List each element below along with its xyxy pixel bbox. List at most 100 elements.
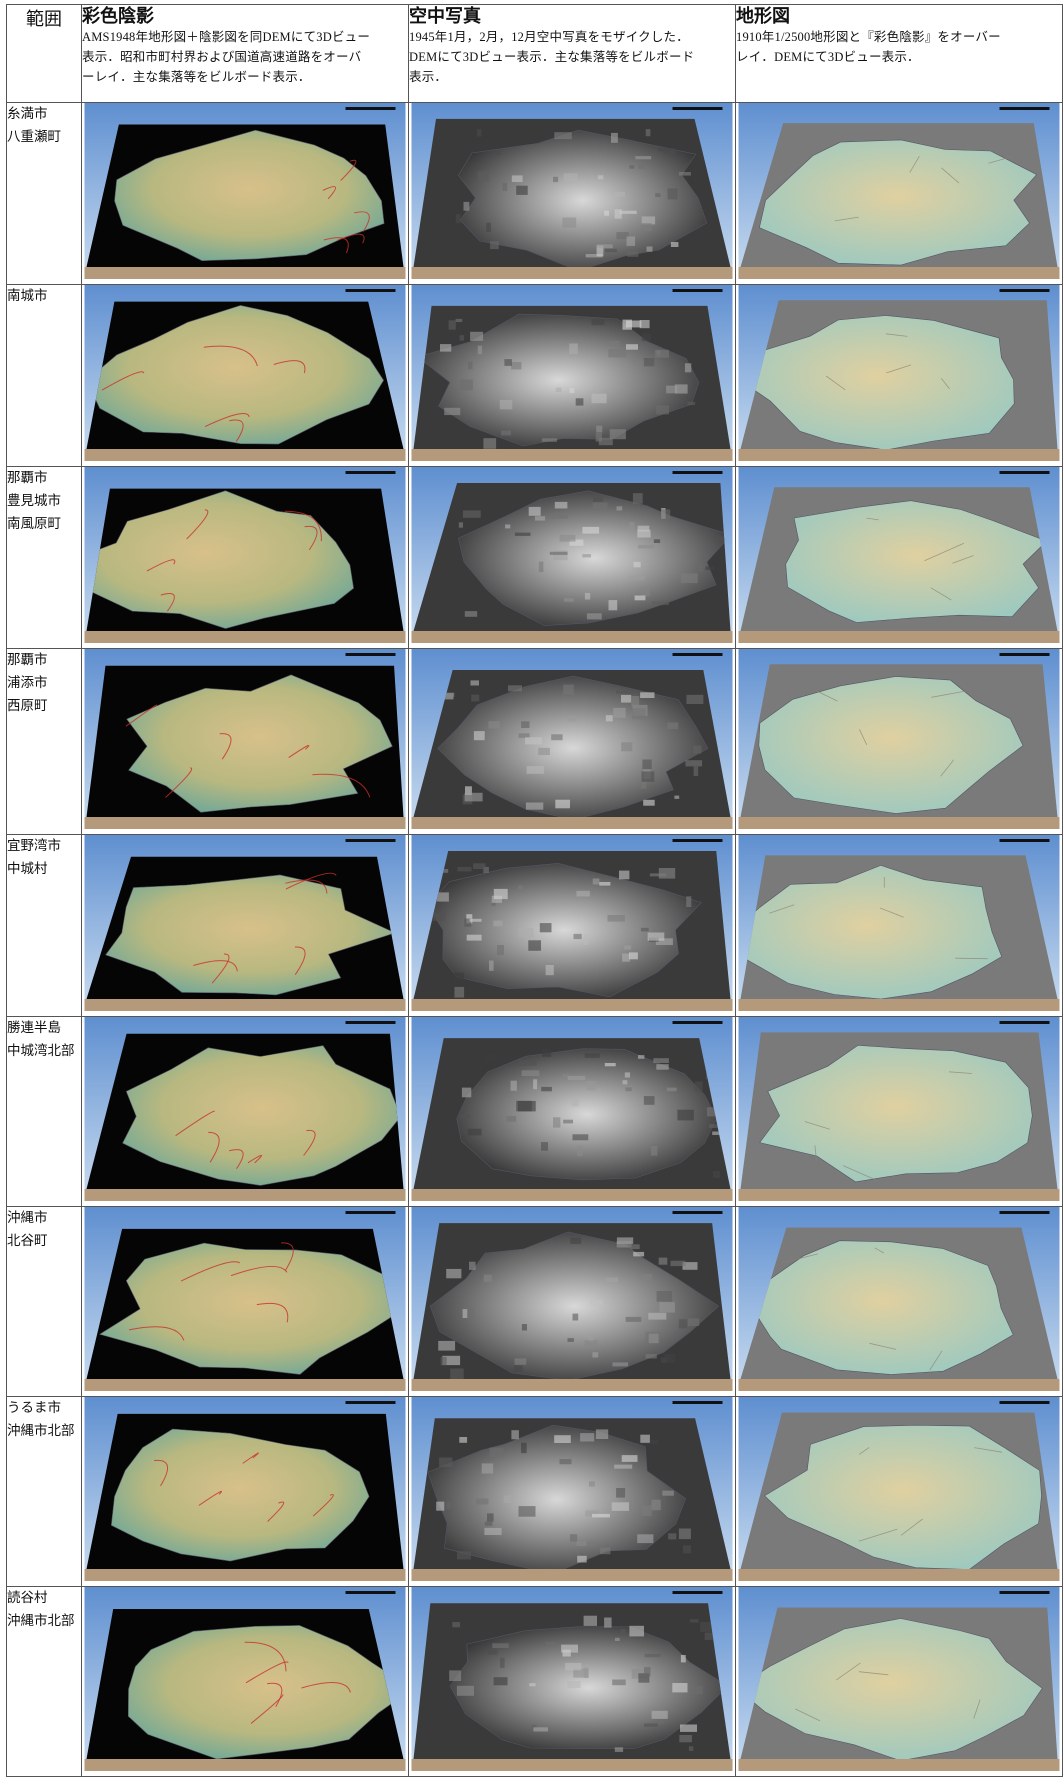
topo-3d-map-image (738, 103, 1060, 279)
aerial-map-cell (408, 102, 736, 285)
area-cell: 沖縄市 北谷町 (6, 1206, 82, 1397)
shaded-map-cell (81, 102, 409, 285)
aerial-3d-map-image (411, 835, 733, 1011)
table-row: 読谷村 沖縄市北部 (6, 1586, 1063, 1777)
area-cell: 読谷村 沖縄市北部 (6, 1586, 82, 1777)
area-name: 西原町 (7, 698, 48, 714)
area-name: 南風原町 (7, 516, 61, 532)
shaded-3d-map-image (84, 649, 406, 829)
topo-3d-map-image (738, 1017, 1060, 1201)
aerial-map-cell (408, 466, 736, 649)
area-name: 那覇市 (7, 652, 48, 668)
shaded-map-cell (81, 1016, 409, 1207)
aerial-3d-map-image (411, 285, 733, 461)
topo-map-cell (735, 466, 1063, 649)
shaded-map-cell (81, 1396, 409, 1587)
shaded-3d-map-image (84, 285, 406, 461)
area-name: 沖縄市北部 (7, 1423, 75, 1439)
area-name: 読谷村 (7, 1590, 48, 1606)
area-name: 北谷町 (7, 1233, 48, 1249)
shaded-map-cell (81, 1206, 409, 1397)
shaded-3d-map-image (84, 103, 406, 279)
topo-map-cell (735, 102, 1063, 285)
topo-map-cell (735, 648, 1063, 835)
table-row: 勝連半島 中城湾北部 (6, 1016, 1063, 1207)
topo-map-cell (735, 284, 1063, 467)
aerial-map-cell (408, 834, 736, 1017)
aerial-map-cell (408, 1016, 736, 1207)
aerial-3d-map-image (411, 649, 733, 829)
table-row: 南城市 (6, 284, 1063, 467)
topo-3d-map-image (738, 285, 1060, 461)
range-header: 範囲 (6, 4, 82, 103)
shaded-3d-map-image (84, 1397, 406, 1581)
area-name: 那覇市 (7, 470, 48, 486)
column-title: 空中写真 (409, 6, 481, 26)
topo-map-cell (735, 834, 1063, 1017)
area-cell: 糸満市 八重瀬町 (6, 102, 82, 285)
table-row: 宜野湾市 中城村 (6, 834, 1063, 1017)
aerial-map-cell (408, 1586, 736, 1777)
aerial-map-cell (408, 1396, 736, 1587)
shaded-3d-map-image (84, 1587, 406, 1771)
topo-3d-map-image (738, 1587, 1060, 1771)
area-name: 宜野湾市 (7, 838, 61, 854)
comparison-table: 範囲 彩色陰影 AMS1948年地形図＋陰影図を同DEMにて3Dビュー 表示．昭… (6, 4, 1063, 1777)
column-description-line: レイ．DEMにて3Dビュー表示． (736, 50, 920, 64)
area-name: 浦添市 (7, 675, 48, 691)
area-name: 糸満市 (7, 106, 48, 122)
aerial-3d-map-image (411, 1207, 733, 1391)
table-row: 糸満市 八重瀬町 (6, 102, 1063, 285)
shaded-3d-map-image (84, 467, 406, 643)
table-row: 那覇市 浦添市 西原町 (6, 648, 1063, 835)
shaded-3d-map-image (84, 1017, 406, 1201)
area-cell: 那覇市 浦添市 西原町 (6, 648, 82, 835)
aerial-map-cell (408, 284, 736, 467)
topo-map-cell (735, 1586, 1063, 1777)
topo-map-cell (735, 1206, 1063, 1397)
area-name: 南城市 (7, 288, 48, 304)
area-name: 勝連半島 (7, 1020, 61, 1036)
shaded-map-cell (81, 834, 409, 1017)
topo-map-cell (735, 1396, 1063, 1587)
column-description-line: ーレイ．主な集落等をビルボード表示． (82, 70, 311, 84)
area-name: 沖縄市北部 (7, 1613, 75, 1629)
shaded-map-cell (81, 284, 409, 467)
shaded-3d-map-image (84, 1207, 406, 1391)
area-name: 中城湾北部 (7, 1043, 75, 1059)
column-description-line: 表示． (409, 70, 448, 84)
area-name: 八重瀬町 (7, 129, 61, 145)
column-description-line: DEMにて3Dビュー表示．主な集落等をビルボード (409, 50, 695, 64)
column-description-line: 表示．昭和市町村界および国道高速道路をオーバ (82, 50, 362, 64)
topo-map-cell (735, 1016, 1063, 1207)
topo-3d-map-image (738, 1207, 1060, 1391)
topo-3d-map-image (738, 649, 1060, 829)
aerial-3d-map-image (411, 103, 733, 279)
area-cell: うるま市 沖縄市北部 (6, 1396, 82, 1587)
area-cell: 南城市 (6, 284, 82, 467)
area-cell: 勝連半島 中城湾北部 (6, 1016, 82, 1207)
header-row: 範囲 彩色陰影 AMS1948年地形図＋陰影図を同DEMにて3Dビュー 表示．昭… (6, 4, 1063, 103)
shaded-map-cell (81, 648, 409, 835)
table-row: 沖縄市 北谷町 (6, 1206, 1063, 1397)
area-name: 沖縄市 (7, 1210, 48, 1226)
aerial-map-cell (408, 1206, 736, 1397)
topo-3d-map-image (738, 1397, 1060, 1581)
area-name: 豊見城市 (7, 493, 61, 509)
shaded-3d-map-image (84, 835, 406, 1011)
column-title: 地形図 (736, 6, 790, 26)
column-header-shaded: 彩色陰影 AMS1948年地形図＋陰影図を同DEMにて3Dビュー 表示．昭和市町… (81, 4, 409, 103)
column-description-line: 1910年1/2500地形図と『彩色陰影』をオーバー (736, 30, 1001, 44)
table-row: うるま市 沖縄市北部 (6, 1396, 1063, 1587)
shaded-map-cell (81, 466, 409, 649)
aerial-3d-map-image (411, 1587, 733, 1771)
aerial-map-cell (408, 648, 736, 835)
column-description-line: 1945年1月，2月，12月空中写真をモザイクした． (409, 30, 689, 44)
shaded-map-cell (81, 1586, 409, 1777)
table-row: 那覇市豊見城市南風原町 (6, 466, 1063, 649)
column-header-topo: 地形図 1910年1/2500地形図と『彩色陰影』をオーバー レイ．DEMにて3… (735, 4, 1063, 103)
column-description-line: AMS1948年地形図＋陰影図を同DEMにて3Dビュー (82, 30, 371, 44)
aerial-3d-map-image (411, 1397, 733, 1581)
topo-3d-map-image (738, 835, 1060, 1011)
